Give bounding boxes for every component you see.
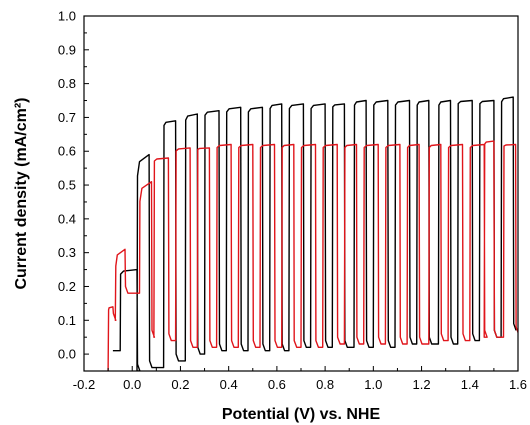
x-tick-label: 0.8 bbox=[316, 377, 334, 392]
y-tick-label: 0.0 bbox=[58, 347, 76, 362]
y-axis: 0.0 0.1 0.2 0.3 0.4 0.5 0.6 0.7 0.8 0.9 1.0 bbox=[58, 9, 89, 362]
x-tick-label: 0.0 bbox=[123, 377, 141, 392]
x-tick-label: 0.4 bbox=[220, 377, 238, 392]
y-tick-label: 0.1 bbox=[58, 313, 76, 328]
x-tick-label: -0.2 bbox=[73, 377, 95, 392]
y-tick-label: 0.9 bbox=[58, 42, 76, 57]
y-tick-label: 1.0 bbox=[58, 9, 76, 24]
x-tick-label: 1.0 bbox=[364, 377, 382, 392]
y-tick-label: 0.5 bbox=[58, 178, 76, 193]
x-tick-label: 1.6 bbox=[509, 377, 527, 392]
y-tick-label: 0.6 bbox=[58, 144, 76, 159]
y-tick-label: 0.7 bbox=[58, 110, 76, 125]
series-layer bbox=[107, 96, 518, 371]
x-tick-label: 1.4 bbox=[461, 377, 479, 392]
y-tick-label: 0.4 bbox=[58, 211, 76, 226]
y-tick-label: 0.3 bbox=[58, 245, 76, 260]
x-axis-title: Potential (V) vs. NHE bbox=[222, 406, 381, 423]
y-tick-label: 0.2 bbox=[58, 279, 76, 294]
series-line-1 bbox=[112, 96, 517, 371]
x-tick-label: 1.2 bbox=[413, 377, 431, 392]
series-line-2 bbox=[107, 140, 518, 371]
x-tick-label: 0.6 bbox=[268, 377, 286, 392]
y-tick-label: 0.8 bbox=[58, 76, 76, 91]
x-axis: -0.2 0.0 0.2 0.4 0.6 0.8 1.0 1.2 1.4 1.6 bbox=[73, 366, 527, 392]
y-axis-title: Current density (mA/cm²) bbox=[13, 97, 30, 289]
x-tick-label: 0.2 bbox=[171, 377, 189, 392]
